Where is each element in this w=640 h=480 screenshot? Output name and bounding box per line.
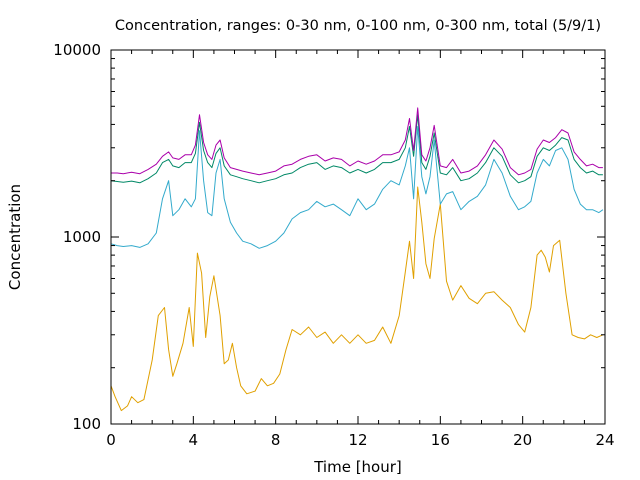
x-tick-label: 4 <box>189 431 199 449</box>
series-line-2 <box>110 126 604 249</box>
x-tick-label: 0 <box>106 431 116 449</box>
series-line-3 <box>110 114 603 184</box>
chart-title: Concentration, ranges: 0-30 nm, 0-100 nm… <box>115 18 601 34</box>
x-tick-label: 20 <box>513 431 532 449</box>
tick-layer: 0 4 8 12 16 20 24 100 1000 10000 <box>53 41 614 449</box>
y-axis-label: Concentration <box>6 184 24 290</box>
series-layer <box>110 107 604 412</box>
x-tick-label: 24 <box>595 431 614 449</box>
y-tick-label: 100 <box>72 415 101 433</box>
x-tick-label: 12 <box>348 431 367 449</box>
x-axis-label: Time [hour] <box>313 458 402 476</box>
y-tick-label: 1000 <box>63 228 101 246</box>
plot-frame <box>110 49 606 425</box>
x-tick-label: 8 <box>271 431 281 449</box>
series-line-4 <box>111 107 603 176</box>
x-tick-label: 16 <box>431 431 450 449</box>
y-tick-label: 10000 <box>53 41 101 59</box>
series-line-1 <box>110 186 604 412</box>
